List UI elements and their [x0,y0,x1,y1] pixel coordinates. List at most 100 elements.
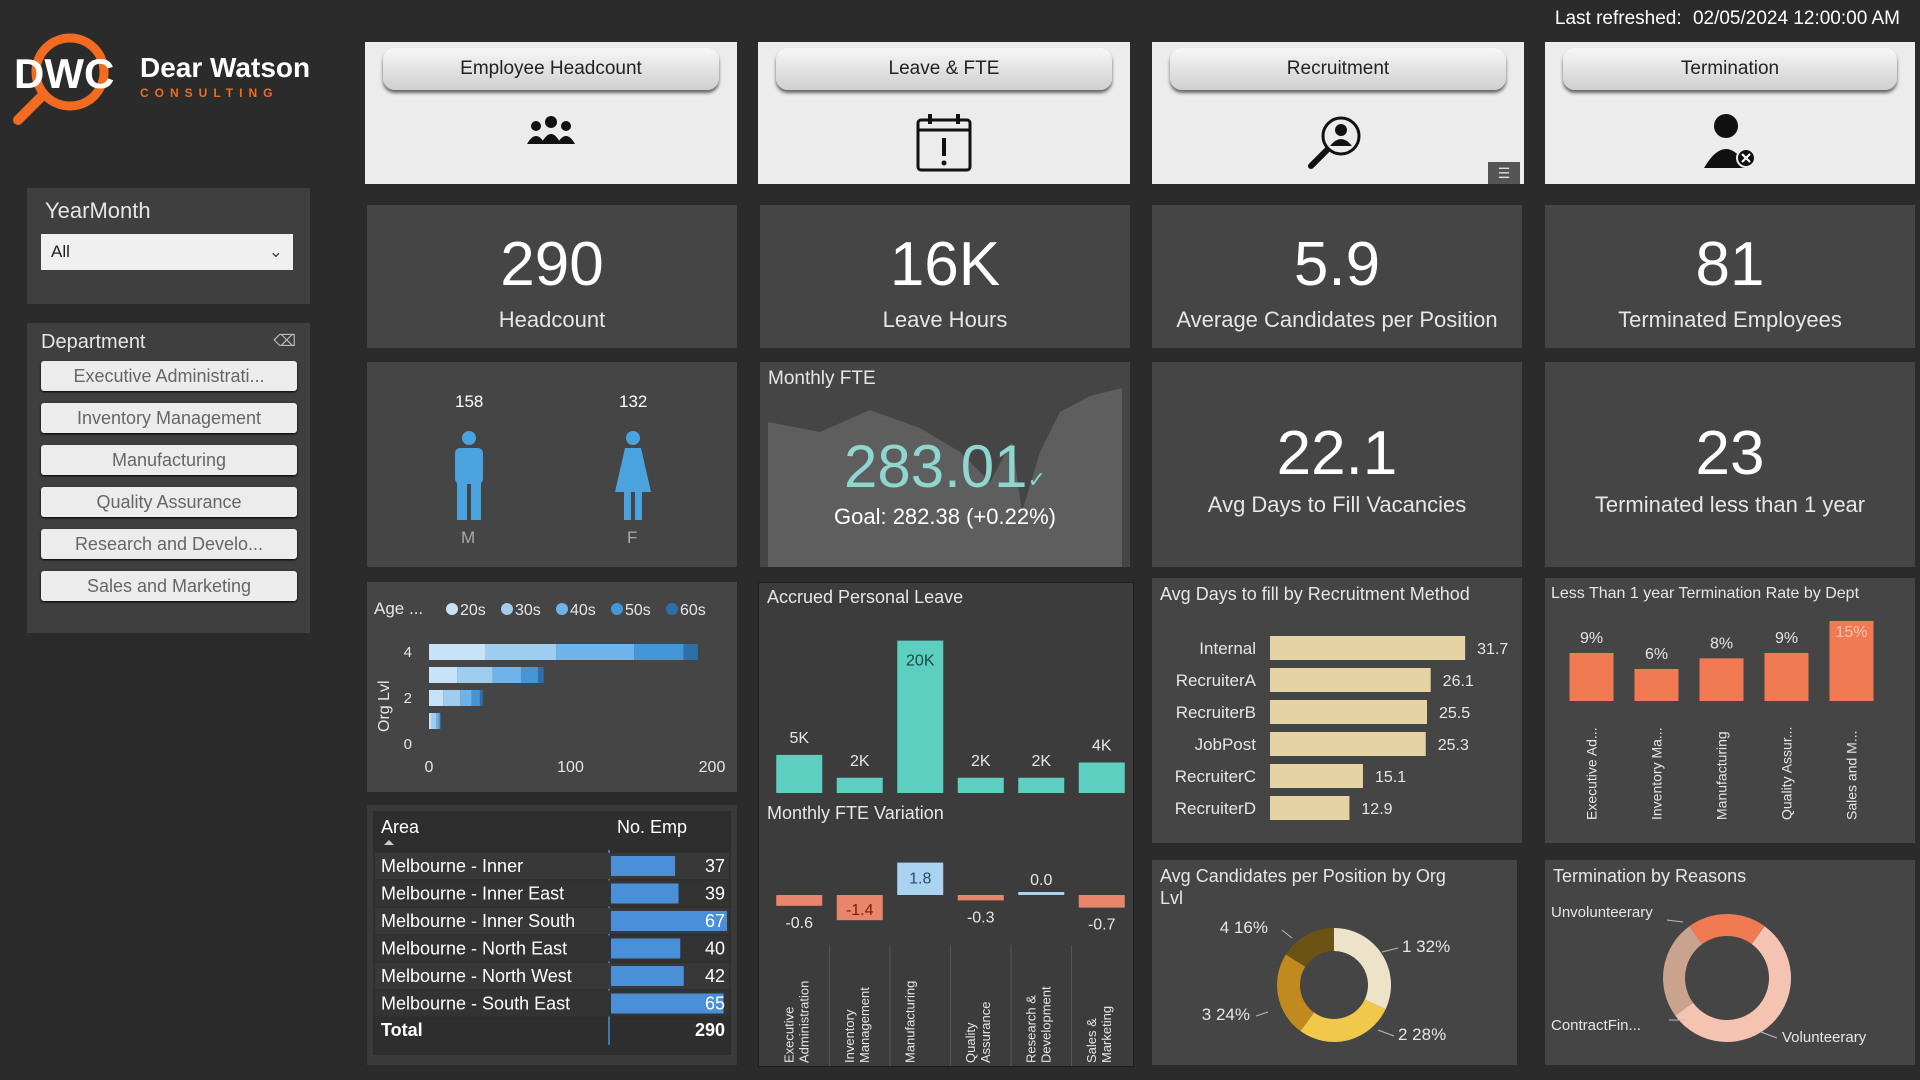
y-axis-label: Org Lvl [376,680,393,732]
bar-lvl1-40s [436,713,439,729]
dept-item-executive[interactable]: Executive Administrati... [41,361,297,391]
table-bar [611,938,681,959]
table-cell-area: Melbourne - Inner South [381,911,575,931]
term-rate-bar [1829,621,1874,701]
kpi-term-less-year-label: Terminated less than 1 year [1594,492,1866,517]
legend-label-20s: 20s [460,602,486,619]
bar-lvl2-20s [429,690,444,706]
male-figure-icon [455,431,483,520]
term-rate-category: Executive Ad... [1584,727,1600,820]
legend-dot-60s [666,603,678,615]
yearmonth-dropdown[interactable]: All ⌄ [41,234,293,270]
recruit-label: 25.3 [1438,737,1469,754]
legend-label-60s: 60s [680,602,706,619]
nav-button-termination[interactable]: Termination [1563,48,1897,90]
dept-item-quality[interactable]: Quality Assurance [41,487,297,517]
nav-button-recruitment[interactable]: Recruitment [1170,48,1506,90]
refresh-value: 02/05/2024 12:00:00 AM [1692,8,1900,29]
cand-slice [1277,954,1315,1032]
term-rate-bar [1634,669,1679,701]
monthly-fte-card: Monthly FTE 283.01✓ Goal: 282.38 (+0.22%… [760,362,1130,567]
legend-dot-50s [611,603,623,615]
table-cell-value: 39 [705,884,725,904]
recruit-label: 15.1 [1375,769,1406,786]
table-cell-value: 42 [705,966,725,986]
table-cell-value: 65 [705,994,725,1014]
kpi-headcount-value: 290 [500,230,604,299]
table-cell-area: Melbourne - North West [381,966,572,986]
filter-icon[interactable]: ☰ [1488,162,1520,184]
dept-item-inventory[interactable]: Inventory Management [41,403,297,433]
check-icon: ✓ [1027,467,1046,492]
nav-button-headcount[interactable]: Employee Headcount [383,48,719,90]
table-bar [611,856,676,876]
reasons-label: Unvolunteerary [1551,904,1653,921]
variation-bar [1078,895,1125,908]
variation-label: -0.3 [967,909,995,926]
kpi-terminated-value: 81 [1695,230,1765,299]
company-logo: DWC Dear Watson CONSULTING [12,30,312,130]
bar-lvl1-20s [429,713,432,729]
variation-x-label-line: Inventory [842,1009,857,1063]
female-figure-icon [615,431,651,520]
variation-title: Monthly FTE Variation [767,803,944,823]
bar-lvl2-40s [460,690,472,706]
eraser-icon[interactable]: ⌫ [273,333,296,350]
variation-bar [1018,892,1065,895]
area-table: Area No. Emp Melbourne - Inner 37 Melbourne … [367,805,737,1065]
recruit-bar [1270,796,1350,820]
table-bar [611,993,724,1014]
kpi-leave-card: 16K Leave Hours [760,205,1130,348]
term-rate-bar [1699,658,1744,701]
dept-item-sales[interactable]: Sales and Marketing [41,571,297,601]
legend-dot-40s [556,603,568,615]
table-cell-area: Melbourne - North East [381,939,567,959]
kpi-leave-label: Leave Hours [882,307,1008,332]
department-slicer: Department ⌫ Executive Administrati... I… [27,323,310,633]
bar-lvl3-30s [457,667,493,683]
kpi-days-fill-label: Avg Days to Fill Vacancies [1207,492,1467,517]
people-group-icon [527,116,575,144]
yearmonth-selected: All [51,242,70,261]
recruit-category: RecruiterD [1175,799,1256,818]
reasons-title: Termination by Reasons [1553,866,1746,886]
reasons-label: ContractFin... [1551,1017,1641,1034]
fte-area-sparkline [768,388,1122,567]
y-tick-0: 0 [404,736,412,753]
recruit-bar [1270,700,1427,724]
accrued-title: Accrued Personal Leave [767,587,963,607]
term-rate-title: Less Than 1 year Termination Rate by Dep… [1551,585,1860,602]
term-reasons-donut-chart: Termination by Reasons Volunteerary Contra… [1545,860,1915,1065]
cand-slice [1334,928,1391,1010]
recruit-bar [1270,636,1466,660]
accrued-bar [1018,777,1065,793]
legend-label-40s: 40s [570,602,596,619]
dwc-logo-icon: DWC [13,33,114,125]
search-person-icon [1308,116,1361,169]
variation-x-label-line: Development [1038,986,1053,1063]
reasons-slice [1689,914,1765,945]
legend-title: Age ... [374,599,423,618]
cand-leader-line [1281,929,1293,939]
term-rate-bar [1764,653,1809,701]
bar-lvl2-30s [443,690,461,706]
table-bar [611,966,684,986]
recruit-category: RecruiterA [1176,671,1257,690]
dept-item-manufacturing[interactable]: Manufacturing [41,445,297,475]
leave-variation-svg: Accrued Personal Leave 5K 2K 20K 2K 2K 4K Month… [767,587,1125,1066]
cand-label: 4 16% [1220,918,1268,937]
nav-button-leave[interactable]: Leave & FTE [776,48,1112,90]
cand-slice [1300,999,1386,1042]
variation-label: 1.8 [909,871,931,888]
dept-item-research[interactable]: Research and Develo... [41,529,297,559]
legend-dot-20s [446,603,458,615]
logo-name: Dear Watson [140,52,311,83]
female-count: 132 [619,392,648,411]
age-org-chart: Age ... 20s 30s 40s 50s 60s Org Lvl 4 2 0 0 100 200 [367,582,737,792]
table-total-label: Total [381,1020,423,1040]
recruit-label: 31.7 [1477,641,1508,658]
kpi-days-fill-card: 22.1 Avg Days to Fill Vacancies [1152,362,1522,567]
variation-x-label-line: Management [857,987,872,1063]
female-label: F [627,528,638,547]
